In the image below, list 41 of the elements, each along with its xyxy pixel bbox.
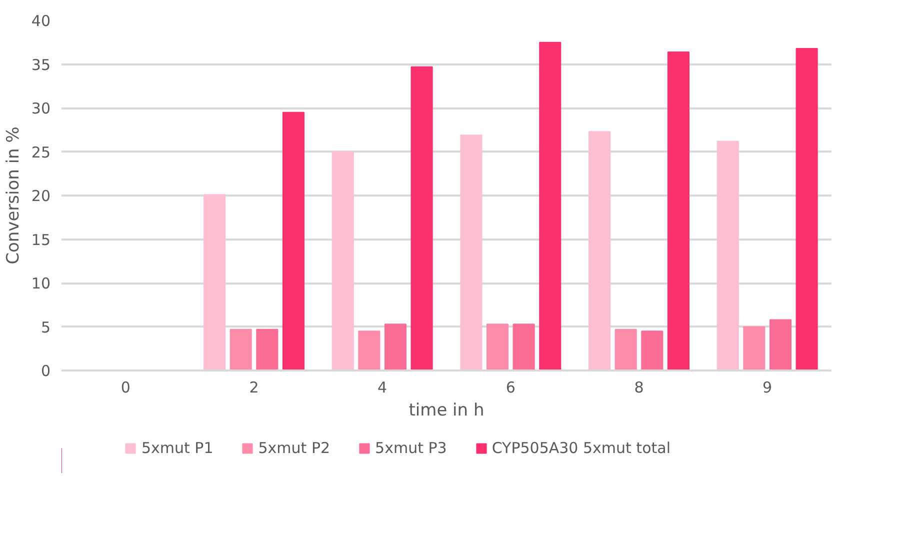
legend-label: 5xmut P2 (258, 439, 330, 457)
bar (716, 140, 739, 370)
bar (667, 52, 690, 370)
x-tick-label: 4 (378, 378, 388, 396)
bar (358, 330, 380, 370)
bar (486, 324, 509, 370)
x-axis-title: time in h (408, 400, 484, 420)
x-tick-label: 6 (506, 378, 516, 396)
bar (332, 151, 354, 370)
y-tick-label: 15 (31, 230, 51, 249)
bar (743, 326, 766, 370)
x-tick-label: 0 (120, 378, 130, 396)
bar (641, 330, 664, 370)
bar (230, 328, 252, 370)
bar (796, 48, 818, 370)
bar (460, 134, 482, 370)
y-tick-label: 10 (31, 274, 51, 292)
bar (256, 328, 278, 370)
bar (384, 324, 407, 370)
bar (769, 319, 792, 370)
y-tick-label: 35 (31, 56, 51, 74)
y-tick-label: 25 (31, 143, 51, 162)
x-tick-label: 9 (762, 378, 772, 396)
legend-label: 5xmut P1 (141, 439, 214, 457)
bar (588, 131, 611, 370)
y-axis-title: Conversion in % (3, 126, 24, 264)
y-tick-label: 5 (40, 318, 51, 336)
bar (539, 42, 562, 370)
bar (512, 324, 535, 370)
bar (204, 194, 226, 370)
x-tick-label: 8 (634, 378, 644, 396)
y-tick-label: 0 (40, 362, 51, 380)
y-tick-label: 30 (31, 100, 51, 118)
y-tick-label: 20 (31, 187, 51, 205)
bar (282, 112, 304, 370)
bar (614, 328, 637, 370)
y-tick-label: 40 (31, 12, 51, 30)
legend-label: 5xmut P3 (375, 439, 447, 457)
legend-label: CYP505A30 5xmut total (492, 439, 670, 457)
x-tick-label: 2 (249, 378, 259, 396)
bar (410, 66, 433, 370)
